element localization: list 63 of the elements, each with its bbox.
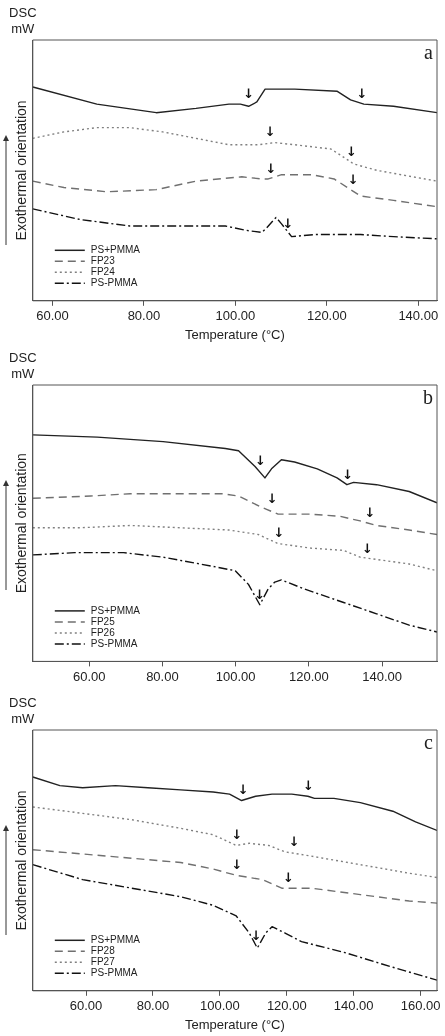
legend-label: FP25 [90,615,116,627]
legend-label: FP27 [90,956,116,968]
legend-label: PS-PMMA [90,277,138,289]
x-tick-label: 120.00 [306,308,347,324]
annotation: ↓ [264,124,276,140]
legend-label: FP26 [90,626,116,638]
legend-label: FP28 [90,945,116,957]
legend-label: PS+PMMA [90,604,141,616]
y-axis-title: Exothermal orientation [13,790,30,931]
x-tick-label: 100.00 [199,998,240,1014]
x-tick-label: 60.00 [72,668,106,684]
legend-label: PS-PMMA [90,637,138,649]
x-tick-label: 140.00 [398,308,439,324]
annotation: ↓ [346,143,357,159]
y-axis-title: Exothermal orientation [13,100,30,241]
annotation: ↓ [288,833,300,849]
annotation: ↓ [303,778,314,794]
annotation: ↓ [265,160,277,176]
x-tick-label: 100.00 [215,668,256,684]
annotation: ↓ [266,491,278,507]
annotation: ↓ [254,586,266,602]
annotation: ↓ [231,857,243,873]
annotation: ↓ [364,505,376,521]
annotation: ↓ [361,541,373,557]
text: DSC [9,5,37,21]
x-axis-title: Temperature (°C) [184,1016,285,1032]
x-tick-label: 140.00 [333,998,374,1014]
text: DSC [9,350,37,366]
annotation: ↓ [282,216,294,232]
x-tick-label: 140.00 [362,668,402,684]
x-axis-title: Temperature (°C) [184,326,285,342]
text: DSC [9,695,37,711]
x-tick-label: 120.00 [288,668,329,684]
x-tick-label: 80.00 [136,998,170,1014]
annotation: ↓ [243,86,255,102]
text: c [424,731,434,754]
annotation: ↓ [347,171,359,187]
annotation: ↓ [273,525,285,541]
annotation: ↓ [342,466,354,482]
legend-label: PS+PMMA [90,244,141,256]
legend-label: PS+PMMA [90,934,141,946]
legend-label: FP23 [90,255,116,267]
y-axis-title: Exothermal orientation [13,453,30,594]
x-tick-label: 60.00 [36,308,69,324]
text: mW [11,366,36,382]
x-tick-label: 120.00 [266,998,307,1014]
legend-label: FP24 [90,266,116,278]
x-tick-label: 80.00 [127,308,161,324]
annotation: ↓ [356,86,368,102]
x-tick-label: 80.00 [146,668,179,684]
annotation: ↓ [237,782,249,798]
text: b [423,386,433,409]
text: a [424,41,434,64]
x-tick-label: 100.00 [215,308,256,324]
x-tick-label: 160.00 [400,998,441,1014]
text: mW [11,21,36,37]
annotation: ↓ [231,827,243,843]
annotation: ↓ [250,927,262,943]
legend-label: PS-PMMA [90,967,138,979]
x-tick-label: 60.00 [69,998,103,1014]
annotation: ↓ [282,870,294,886]
text: mW [11,711,36,727]
annotation: ↓ [255,452,266,468]
